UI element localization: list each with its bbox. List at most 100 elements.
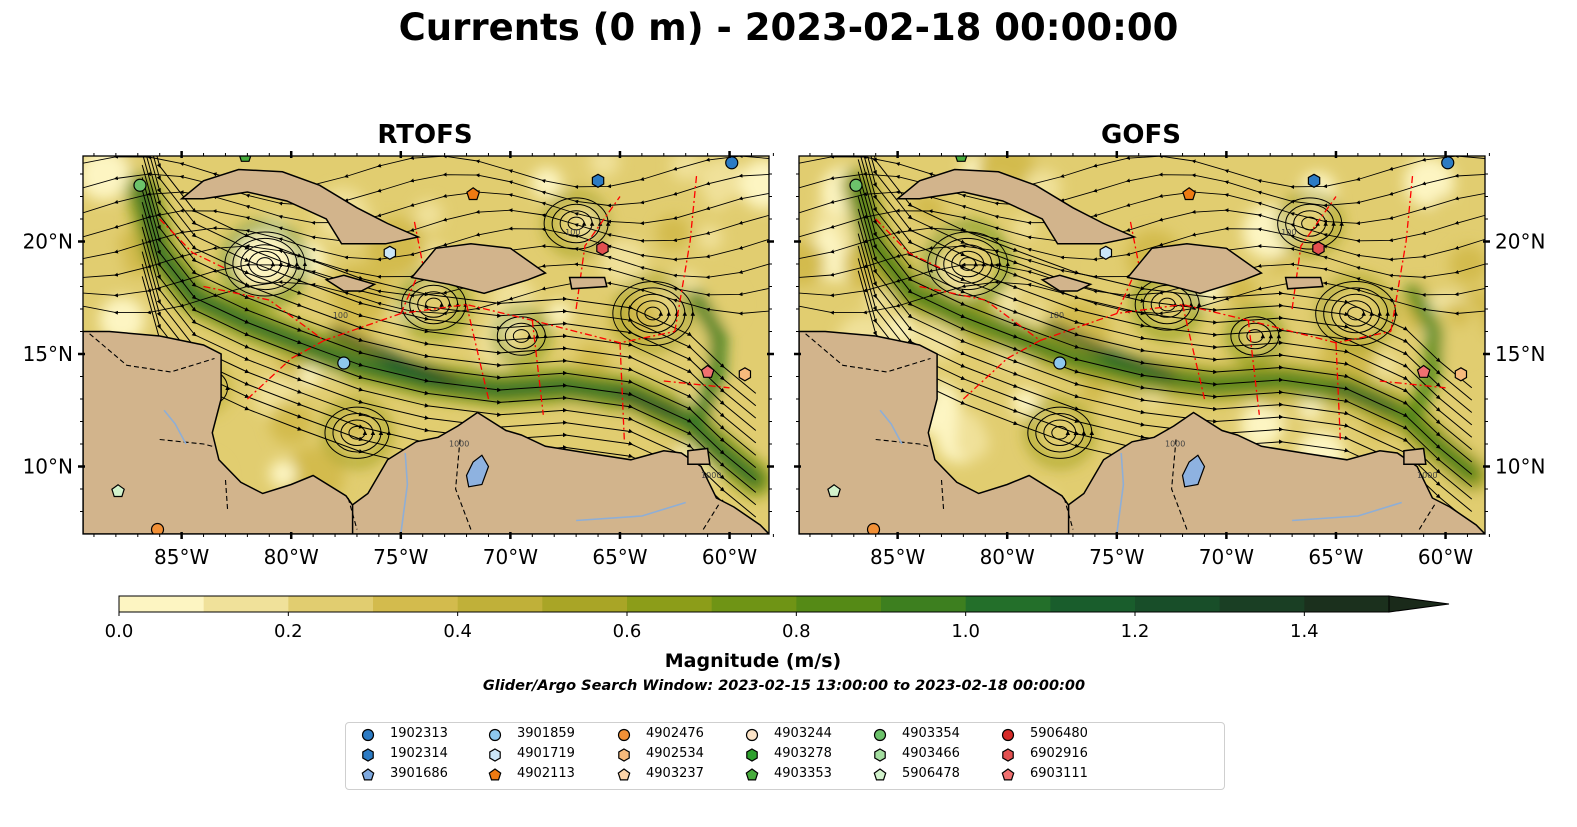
colorbar-tick-label: 0.2: [274, 621, 303, 642]
colorbar-segment: [796, 596, 882, 612]
land: [83, 168, 769, 534]
float-marker-1902313: [1441, 156, 1455, 170]
colorbar-tick-label: 0.6: [613, 621, 642, 642]
land-trinidad: [1403, 447, 1427, 466]
float-marker-1902314: [1307, 173, 1321, 188]
land-jamaica: [324, 274, 377, 292]
float-marker-4902534: [1454, 367, 1468, 382]
legend-label: 4902113: [517, 766, 575, 781]
legend-marker-circle: [488, 728, 502, 742]
legend-marker-circle: [745, 728, 759, 742]
isobath-label: 1000: [1417, 471, 1437, 480]
legend-marker-pentagon: [745, 768, 759, 781]
lon-tick-label: 65°W: [592, 545, 647, 569]
land-cuba: [895, 168, 1137, 245]
lat-tick-label: 15°N: [1495, 342, 1545, 366]
colorbar-segment: [457, 596, 543, 612]
isobath-label: 1000: [701, 471, 721, 480]
panel-title-gofs: GOFS: [1101, 120, 1181, 150]
tick-marks: [78, 151, 774, 539]
lon-tick-label: 75°W: [373, 545, 428, 569]
country-borders: [805, 333, 1436, 530]
isobath-labels: 1000 100 1000 100: [333, 228, 722, 480]
float-marker-1902313: [725, 156, 739, 170]
figure-title: Currents (0 m) - 2023-02-18 00:00:00: [398, 6, 1179, 49]
legend-label: 5906478: [902, 766, 960, 781]
colorbar-label: Magnitude (m/s): [664, 650, 842, 672]
lon-tick-label: 70°W: [1199, 545, 1254, 569]
legend-label: 4903466: [902, 746, 960, 761]
isobath-label: 100: [333, 311, 348, 320]
land-hispaniola: [410, 243, 547, 295]
float-marker-3901859: [337, 356, 351, 370]
land-trinidad: [687, 447, 711, 466]
legend-label: 3901859: [517, 726, 575, 741]
rivers: [163, 409, 686, 534]
isobath-labels: 1000 100 1000 100: [1049, 228, 1438, 480]
float-markers: [827, 156, 1468, 534]
isobath-label: 1000: [449, 439, 469, 448]
float-legend: 1902313 1902314 3901686 3901859 4901719 49021…: [345, 722, 1225, 790]
colorbar-segment: [1304, 596, 1390, 612]
colorbar-segment: [1050, 596, 1136, 612]
legend-label: 4901719: [517, 746, 575, 761]
lake-maracaibo: [465, 454, 490, 488]
colorbar-frame: [118, 595, 1390, 613]
legend-label: 6903111: [1030, 766, 1088, 781]
search-window-note: Glider/Argo Search Window: 2023-02-15 13…: [482, 678, 1086, 694]
panel-title-rtofs: RTOFS: [377, 120, 473, 150]
colorbar-segment: [1219, 596, 1305, 612]
land-south-america: [1067, 411, 1485, 534]
legend-marker-hexagon: [1002, 748, 1014, 762]
lat-tick-label: 15°N: [23, 342, 73, 366]
colorbar-segment: [542, 596, 628, 612]
colorbar-tick-label: 1.4: [1290, 621, 1319, 642]
float-marker-4903354: [849, 178, 863, 192]
float-marker-4902476: [150, 522, 165, 534]
lake-maracaibo: [1181, 454, 1206, 488]
legend-marker-hexagon: [874, 748, 886, 762]
legend-marker-hexagon: [746, 748, 758, 762]
float-marker-6902916: [1312, 241, 1325, 256]
colorbar-segment: [288, 596, 374, 612]
land-jamaica: [1040, 274, 1093, 292]
tick-marks: [794, 151, 1490, 539]
float-marker-4903354: [133, 178, 147, 192]
lat-tick-label: 20°N: [23, 230, 73, 254]
float-marker-4903353: [955, 156, 968, 162]
float-marker-4901719: [383, 245, 397, 260]
legend-label: 6902916: [1030, 746, 1088, 761]
lon-tick-label: 80°W: [264, 545, 319, 569]
land-south-america: [351, 411, 769, 534]
colorbar-tick-label: 1.0: [951, 621, 980, 642]
float-marker-4903353: [239, 156, 252, 162]
float-marker-3901859: [1053, 356, 1067, 370]
float-marker-6903111: [1416, 364, 1431, 378]
float-marker-1902314: [591, 173, 605, 188]
legend-label: 4903244: [774, 726, 832, 741]
float-marker-5906478: [111, 484, 125, 498]
isobath-label: 100: [565, 228, 580, 237]
streamlines: [799, 156, 1485, 534]
country-borders: [89, 333, 720, 530]
colorbar-segment: [627, 596, 713, 612]
land-hispaniola: [1126, 243, 1263, 295]
legend-marker-pentagon: [617, 768, 631, 781]
land-puerto-rico: [568, 276, 608, 290]
legend-label: 4903353: [774, 766, 832, 781]
legend-marker-circle: [1001, 728, 1015, 742]
legend-marker-hexagon: [618, 748, 630, 762]
land: [799, 168, 1485, 534]
legend-label: 4903278: [774, 746, 832, 761]
lon-tick-label: 70°W: [483, 545, 538, 569]
map-area: 1000 100 1000 100: [83, 156, 769, 534]
lat-tick-label: 10°N: [23, 455, 73, 479]
colorbar-extend-arrow: [1388, 595, 1450, 613]
float-marker-4901719: [1099, 245, 1113, 260]
colorbar-segment: [881, 596, 967, 612]
rivers: [879, 409, 1402, 534]
float-marker-4902113: [1182, 187, 1197, 201]
lon-tick-label: 80°W: [980, 545, 1035, 569]
colorbar-tick-label: 0.4: [443, 621, 472, 642]
legend-label: 4902476: [646, 726, 704, 741]
